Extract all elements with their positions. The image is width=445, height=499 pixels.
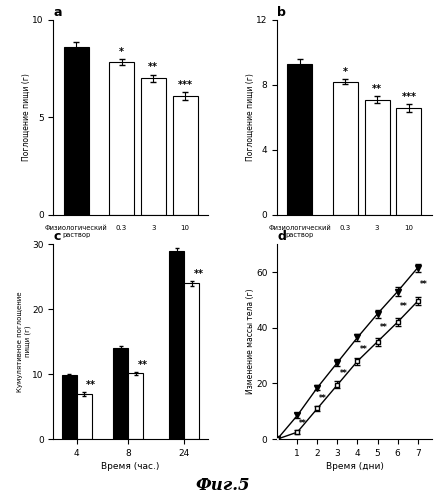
Text: **: ** bbox=[148, 62, 158, 72]
Text: **: ** bbox=[194, 268, 204, 278]
Bar bbox=[141, 78, 166, 215]
Text: c: c bbox=[53, 230, 61, 243]
Text: 3: 3 bbox=[375, 225, 380, 231]
Text: **: ** bbox=[340, 369, 347, 378]
Bar bbox=[170, 250, 184, 439]
Text: PYY₃₋₃₆ (мкг): PYY₃₋₃₆ (мкг) bbox=[130, 258, 176, 264]
Text: Фиг.5: Фиг.5 bbox=[195, 477, 250, 494]
Bar bbox=[109, 62, 134, 215]
Text: **: ** bbox=[138, 360, 148, 370]
Text: ***: *** bbox=[401, 92, 417, 102]
Y-axis label: Поглощение пищи (г): Поглощение пищи (г) bbox=[246, 73, 255, 161]
Text: 10: 10 bbox=[405, 225, 413, 231]
Text: **: ** bbox=[360, 345, 367, 354]
Text: **: ** bbox=[380, 323, 387, 332]
Text: a: a bbox=[53, 6, 62, 19]
Text: **: ** bbox=[420, 280, 427, 289]
Text: b: b bbox=[277, 6, 286, 19]
Bar bbox=[128, 373, 143, 439]
Text: Физиологический
раствор: Физиологический раствор bbox=[269, 225, 332, 238]
Text: *: * bbox=[119, 46, 124, 56]
Bar bbox=[287, 64, 312, 215]
Bar bbox=[184, 283, 199, 439]
X-axis label: Время (час.): Время (час.) bbox=[101, 462, 160, 471]
Bar bbox=[113, 348, 128, 439]
Text: **: ** bbox=[320, 394, 327, 403]
X-axis label: Время (дни): Время (дни) bbox=[326, 462, 384, 471]
Text: **: ** bbox=[86, 380, 96, 390]
Text: **: ** bbox=[372, 84, 382, 94]
Text: 0.3: 0.3 bbox=[340, 225, 351, 231]
Bar bbox=[396, 108, 421, 215]
Text: 3: 3 bbox=[151, 225, 156, 231]
Text: **: ** bbox=[299, 419, 307, 428]
Y-axis label: Кумулятивное поглощение
пищи (г): Кумулятивное поглощение пищи (г) bbox=[17, 291, 31, 392]
Text: 10: 10 bbox=[181, 225, 190, 231]
Bar bbox=[77, 394, 92, 439]
Text: d: d bbox=[277, 230, 286, 243]
Text: Физиологический
раствор: Физиологический раствор bbox=[45, 225, 108, 238]
Bar bbox=[364, 100, 390, 215]
Text: ***: *** bbox=[178, 80, 193, 90]
Bar bbox=[333, 82, 358, 215]
Y-axis label: Поглощение пищи (г): Поглощение пищи (г) bbox=[22, 73, 31, 161]
Text: *: * bbox=[343, 67, 348, 77]
Bar bbox=[64, 47, 89, 215]
Text: PYY₃₋₃₆ (мкг): PYY₃₋₃₆ (мкг) bbox=[354, 258, 400, 264]
Bar bbox=[62, 375, 77, 439]
Y-axis label: Изменение массы тела (г): Изменение массы тела (г) bbox=[246, 289, 255, 394]
Text: **: ** bbox=[400, 302, 407, 311]
Text: 0.3: 0.3 bbox=[116, 225, 127, 231]
Bar bbox=[173, 96, 198, 215]
